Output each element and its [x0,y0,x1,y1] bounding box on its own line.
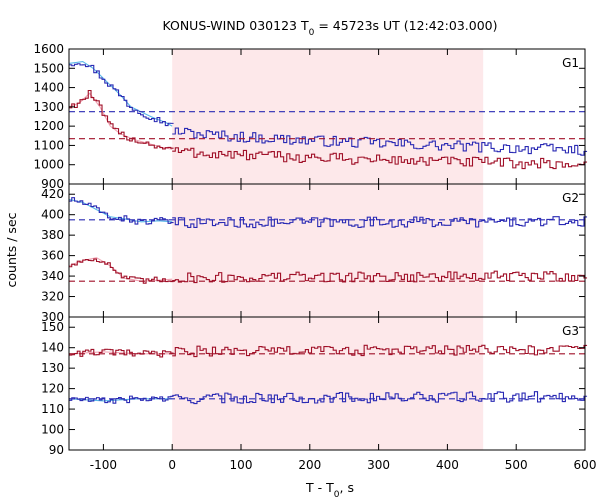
x-tick-label: -100 [90,458,117,472]
x-tick-label: 0 [168,458,176,472]
series-blue-g3 [172,391,588,405]
y-tick-label: 120 [41,382,64,396]
panel-label-g1: G1 [562,56,579,70]
y-tick-label: 320 [41,290,64,304]
chart-title: KONUS-WIND 030123 T0 = 45723s UT (12:42:… [162,18,497,38]
y-axis-label: counts / sec [4,212,19,287]
y-tick-label: 100 [41,423,64,437]
y-tick-label: 340 [41,269,64,283]
series-blue-pre-g3 [69,395,174,404]
shaded-interval [172,49,484,450]
series-blue-pre-g2 [69,197,174,225]
y-tick-label: 380 [41,228,64,242]
panels-layer: 9001000110012001300140015001600G13003203… [33,42,596,472]
y-tick-label: 300 [41,310,64,324]
y-tick-label: 360 [41,249,64,263]
panel-label-g2: G2 [562,191,579,205]
series-red-g3 [172,344,588,358]
panel-g1: 900 1000 1100 1200 1300 1400 1500 1600 G1 [33,42,588,191]
xlabel-sub: 0 [334,490,340,500]
y-tick-label: 140 [41,341,64,355]
y-tick-label: 150 [41,320,64,334]
x-tick-label: 500 [505,458,528,472]
series-red-pre-g1 [69,89,174,150]
y-tick-label: 130 [41,361,64,375]
x-tick-label: 600 [574,458,597,472]
y-tick-label: 900 [41,177,64,191]
series-blue-g2 [172,216,588,229]
series-red-pre-g3 [69,348,174,358]
panel-g3: 90 100 110 120 130 140 150 G3 [41,316,588,457]
title-sub: 0 [309,28,315,38]
y-tick-label: 400 [41,208,64,222]
y-tick-label: 1600 [33,42,64,56]
y-tick-label: 420 [41,187,64,201]
y-tick-label: 1300 [33,100,64,114]
y-tick-label: 1000 [33,158,64,172]
y-tick-label: 1100 [33,138,64,152]
series-blue-g1 [172,127,588,156]
x-tick-label: 300 [367,458,390,472]
series-red-g2 [172,270,588,284]
series-blue-pre-g1 [69,63,174,127]
series-red-g1 [172,147,588,170]
x-tick-label: 200 [298,458,321,472]
y-tick-label: 110 [41,402,64,416]
y-tick-label: 1400 [33,81,64,95]
y-tick-label: 1500 [33,61,64,75]
panel-label-g3: G3 [562,324,579,338]
panel-frame-g3 [68,316,586,451]
y-tick-label: 90 [49,443,64,457]
x-axis-label: T - T0, s [305,480,354,500]
title-rest: = 45723s UT (12:42:03.000) [314,18,497,33]
title-main: KONUS-WIND 030123 T [162,18,308,33]
y-tick-label: 1200 [33,119,64,133]
xlabel-main: T - T [305,480,334,495]
series-red-pre-g2 [69,258,174,284]
x-tick-label: 400 [436,458,459,472]
xlabel-rest: , s [340,480,354,495]
x-tick-label: 100 [230,458,253,472]
series-blue-fit-g1 [68,60,173,127]
